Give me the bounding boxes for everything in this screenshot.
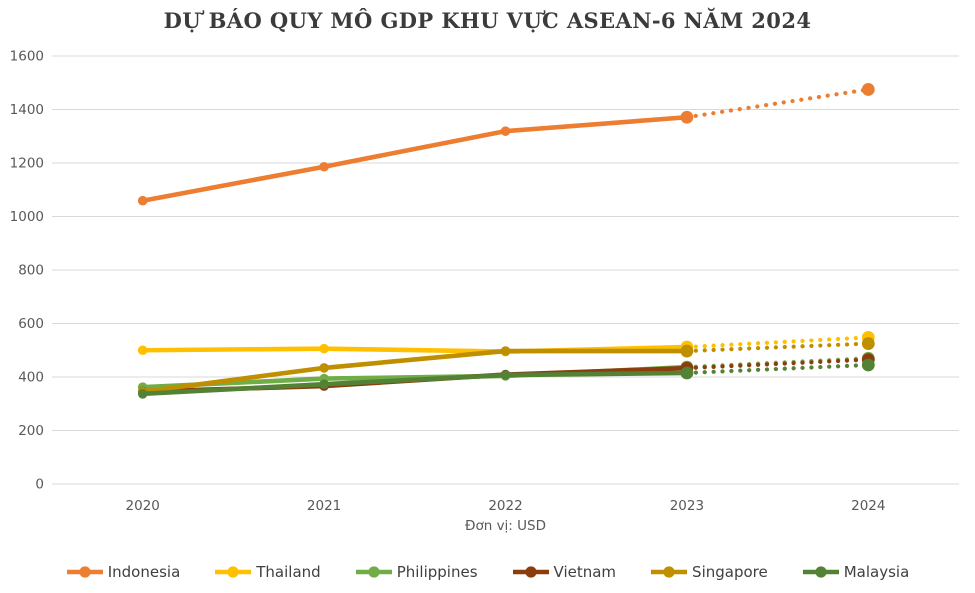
legend-marker-indonesia <box>66 566 103 578</box>
chart-title: DỰ BÁO QUY MÔ GDP KHU VỰC ASEAN-6 NĂM 20… <box>163 8 812 33</box>
data-point-malaysia-2022 <box>500 370 511 380</box>
x-tick-label: 2022 <box>488 498 522 514</box>
data-point-singapore-2021 <box>319 363 329 373</box>
data-point-malaysia-2024 <box>861 358 875 372</box>
data-point-thailand-2021 <box>319 343 329 354</box>
y-tick-label: 0 <box>35 477 44 493</box>
series-line-indonesia <box>140 114 690 204</box>
chart-legend: Indonesia Thailand Philippines Vietnam Singa… <box>0 563 975 581</box>
data-point-indonesia-2024 <box>861 83 875 96</box>
legend-label: Singapore <box>692 563 768 581</box>
series-line-malaysia <box>140 370 690 397</box>
legend-item-malaysia: Malaysia <box>802 563 910 581</box>
data-point-singapore-2024 <box>861 337 875 350</box>
series-forecast-malaysia <box>684 362 871 376</box>
axis-unit-label: Đơn vị: USD <box>465 518 546 534</box>
y-tick-label: 1000 <box>10 209 44 225</box>
y-tick-label: 1400 <box>10 102 44 118</box>
y-tick-label: 1600 <box>10 49 44 65</box>
data-point-malaysia-2023 <box>680 366 694 380</box>
legend-marker-malaysia <box>802 566 839 578</box>
data-point-malaysia-2021 <box>319 379 329 390</box>
legend-item-singapore: Singapore <box>650 563 768 581</box>
series-forecast-vietnam <box>684 357 871 371</box>
legend-marker-singapore <box>651 566 688 578</box>
legend-marker-philippines <box>355 566 392 578</box>
legend-label: Philippines <box>396 563 478 581</box>
data-point-indonesia-2020 <box>137 195 148 206</box>
gdp-line-chart: 0 200 400 600 800 1000 1200 1400 1600 2020 2021 202… <box>10 49 959 534</box>
legend-marker-vietnam <box>512 566 549 578</box>
legend-label: Thailand <box>256 563 321 581</box>
data-point-indonesia-2022 <box>500 126 511 136</box>
x-tick-label: 2021 <box>307 498 341 514</box>
data-point-indonesia-2023 <box>680 110 694 124</box>
legend-label: Indonesia <box>107 563 181 581</box>
series-forecast-thailand <box>684 335 871 350</box>
x-tick-label: 2023 <box>670 498 704 514</box>
data-point-singapore-2022 <box>500 346 511 356</box>
legend-label: Vietnam <box>553 563 617 581</box>
series-forecast-indonesia <box>684 87 871 120</box>
y-tick-label: 1200 <box>10 156 44 172</box>
x-tick-label: 2020 <box>126 498 160 514</box>
legend-label: Malaysia <box>843 563 910 581</box>
x-tick-label: 2024 <box>851 498 885 514</box>
data-point-thailand-2020 <box>137 345 148 356</box>
legend-item-thailand: Thailand <box>214 563 321 581</box>
legend-item-vietnam: Vietnam <box>512 563 617 581</box>
y-tick-label: 200 <box>18 423 44 439</box>
data-point-malaysia-2020 <box>137 389 148 399</box>
data-point-indonesia-2021 <box>319 161 329 172</box>
y-tick-label: 800 <box>18 263 44 279</box>
y-tick-label: 400 <box>18 370 44 386</box>
data-point-singapore-2023 <box>680 344 694 358</box>
legend-item-indonesia: Indonesia <box>66 563 181 581</box>
y-tick-label: 600 <box>18 316 44 332</box>
series-forecast-singapore <box>684 341 871 354</box>
legend-item-philippines: Philippines <box>355 563 478 581</box>
series-line-singapore <box>140 348 690 395</box>
legend-marker-thailand <box>215 566 252 578</box>
